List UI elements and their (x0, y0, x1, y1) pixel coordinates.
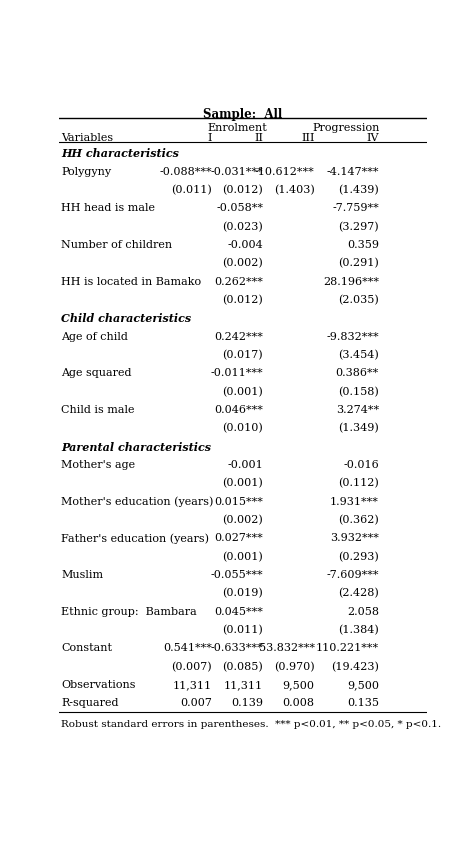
Text: (1.439): (1.439) (338, 185, 379, 195)
Text: -7.759**: -7.759** (332, 204, 379, 213)
Text: -0.004: -0.004 (228, 240, 263, 250)
Text: -0.055***: -0.055*** (210, 570, 263, 580)
Text: HH is located in Bamako: HH is located in Bamako (61, 277, 201, 287)
Text: Child is male: Child is male (61, 405, 135, 415)
Text: 53.832***: 53.832*** (258, 643, 315, 653)
Text: (1.349): (1.349) (338, 423, 379, 434)
Text: Father's education (years): Father's education (years) (61, 533, 209, 544)
Text: -0.088***: -0.088*** (159, 167, 212, 176)
Text: -0.016: -0.016 (343, 460, 379, 470)
Text: 0.007: 0.007 (180, 699, 212, 708)
Text: Number of children: Number of children (61, 240, 172, 250)
Text: (19.423): (19.423) (331, 661, 379, 672)
Text: Age of child: Age of child (61, 331, 128, 342)
Text: 0.359: 0.359 (347, 240, 379, 250)
Text: Parental characteristics: Parental characteristics (61, 441, 211, 452)
Text: (0.085): (0.085) (222, 661, 263, 672)
Text: -4.147***: -4.147*** (326, 167, 379, 176)
Text: Observations: Observations (61, 680, 136, 690)
Text: Mother's age: Mother's age (61, 460, 135, 470)
Text: 11,311: 11,311 (173, 680, 212, 690)
Text: 0.242***: 0.242*** (214, 331, 263, 342)
Text: 2.058: 2.058 (347, 607, 379, 617)
Text: Polygyny: Polygyny (61, 167, 111, 176)
Text: 0.139: 0.139 (231, 699, 263, 708)
Text: 9,500: 9,500 (283, 680, 315, 690)
Text: -0.633***: -0.633*** (210, 643, 263, 653)
Text: 0.027***: 0.027*** (214, 533, 263, 544)
Text: R-squared: R-squared (61, 699, 118, 708)
Text: 0.262***: 0.262*** (214, 277, 263, 287)
Text: (0.001): (0.001) (222, 478, 263, 488)
Text: (0.017): (0.017) (222, 350, 263, 360)
Text: 11,311: 11,311 (224, 680, 263, 690)
Text: (0.970): (0.970) (274, 661, 315, 672)
Text: -0.031***: -0.031*** (210, 167, 263, 176)
Text: (3.454): (3.454) (338, 350, 379, 360)
Text: 0.046***: 0.046*** (214, 405, 263, 415)
Text: HH head is male: HH head is male (61, 204, 155, 213)
Text: IV: IV (366, 133, 379, 143)
Text: 28.196***: 28.196*** (323, 277, 379, 287)
Text: 0.386**: 0.386** (336, 368, 379, 378)
Text: Robust standard errors in parentheses.  *** p<0.01, ** p<0.05, * p<0.1.: Robust standard errors in parentheses. *… (61, 720, 441, 728)
Text: III: III (301, 133, 315, 143)
Text: Muslim: Muslim (61, 570, 103, 580)
Text: 1.931***: 1.931*** (330, 497, 379, 507)
Text: -7.609***: -7.609*** (326, 570, 379, 580)
Text: (0.112): (0.112) (338, 478, 379, 488)
Text: (0.002): (0.002) (222, 515, 263, 526)
Text: I: I (207, 133, 212, 143)
Text: (0.010): (0.010) (222, 423, 263, 434)
Text: Age squared: Age squared (61, 368, 132, 378)
Text: Child characteristics: Child characteristics (61, 314, 191, 325)
Text: 3.932***: 3.932*** (330, 533, 379, 544)
Text: -9.832***: -9.832*** (326, 331, 379, 342)
Text: (0.023): (0.023) (222, 222, 263, 232)
Text: (0.362): (0.362) (338, 515, 379, 526)
Text: II: II (254, 133, 263, 143)
Text: (0.007): (0.007) (171, 661, 212, 672)
Text: (1.384): (1.384) (338, 625, 379, 636)
Text: (2.428): (2.428) (338, 588, 379, 599)
Text: 0.135: 0.135 (347, 699, 379, 708)
Text: 0.015***: 0.015*** (214, 497, 263, 507)
Text: (0.291): (0.291) (338, 258, 379, 268)
Text: (0.002): (0.002) (222, 258, 263, 268)
Text: (0.001): (0.001) (222, 551, 263, 562)
Text: (0.011): (0.011) (171, 185, 212, 195)
Text: 9,500: 9,500 (347, 680, 379, 690)
Text: Mother's education (years): Mother's education (years) (61, 497, 213, 507)
Text: 110.221***: 110.221*** (316, 643, 379, 653)
Text: (3.297): (3.297) (338, 222, 379, 232)
Text: (0.011): (0.011) (222, 625, 263, 636)
Text: -10.612***: -10.612*** (255, 167, 315, 176)
Text: 3.274**: 3.274** (336, 405, 379, 415)
Text: (2.035): (2.035) (338, 295, 379, 305)
Text: (0.293): (0.293) (338, 551, 379, 562)
Text: (0.012): (0.012) (222, 185, 263, 195)
Text: (0.001): (0.001) (222, 387, 263, 397)
Text: HH characteristics: HH characteristics (61, 148, 179, 159)
Text: Constant: Constant (61, 643, 112, 653)
Text: 0.541***: 0.541*** (163, 643, 212, 653)
Text: -0.058**: -0.058** (216, 204, 263, 213)
Text: Progression: Progression (313, 123, 380, 133)
Text: Ethnic group:  Bambara: Ethnic group: Bambara (61, 607, 197, 617)
Text: 0.008: 0.008 (283, 699, 315, 708)
Text: 0.045***: 0.045*** (214, 607, 263, 617)
Text: (0.158): (0.158) (338, 387, 379, 397)
Text: -0.011***: -0.011*** (210, 368, 263, 378)
Text: (1.403): (1.403) (274, 185, 315, 195)
Text: Enrolment: Enrolment (208, 123, 267, 133)
Text: -0.001: -0.001 (228, 460, 263, 470)
Text: (0.012): (0.012) (222, 295, 263, 305)
Text: Variables: Variables (61, 133, 113, 143)
Text: Sample:  All: Sample: All (203, 108, 283, 121)
Text: (0.019): (0.019) (222, 588, 263, 599)
